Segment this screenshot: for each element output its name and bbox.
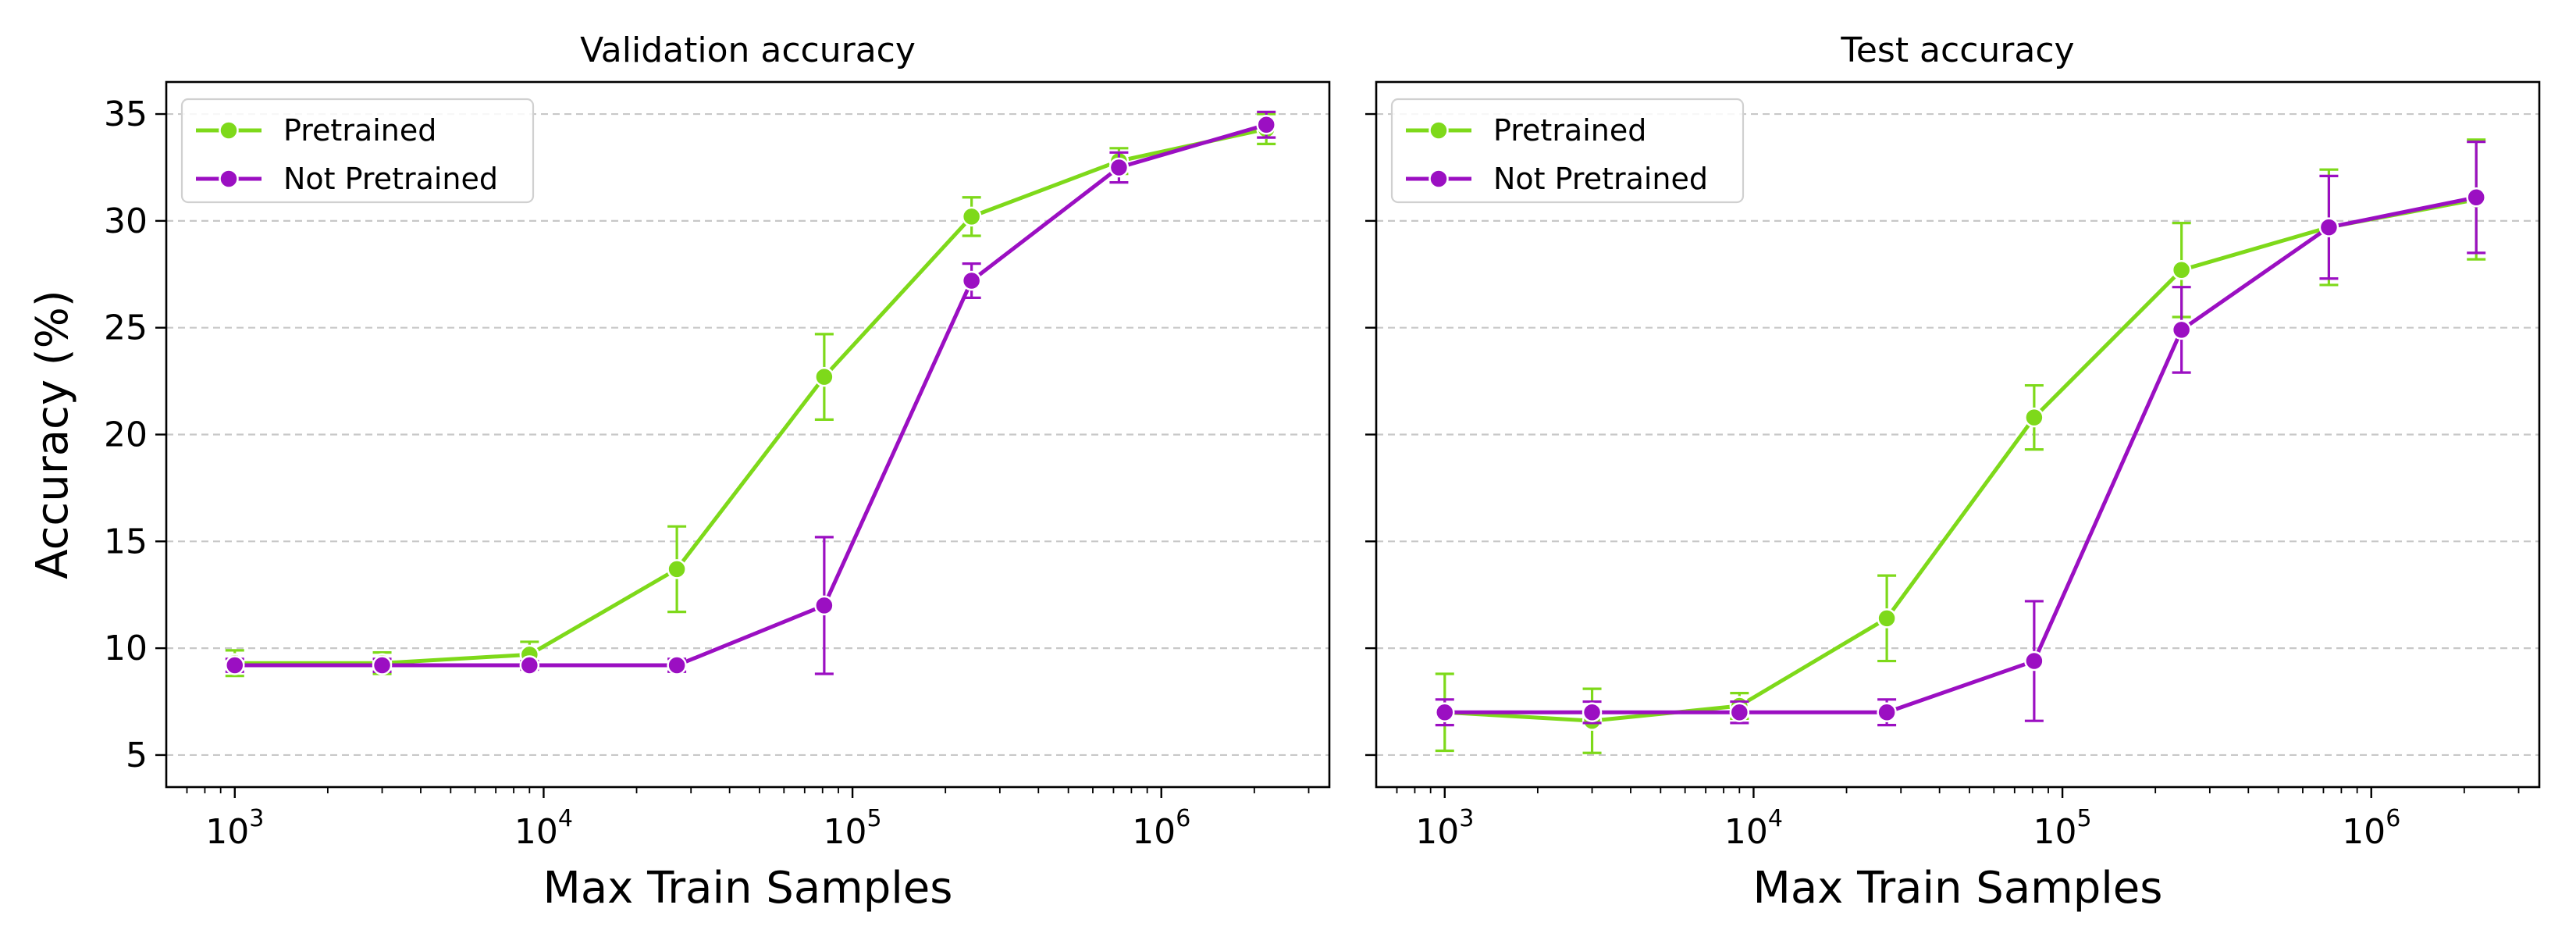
data-point xyxy=(1877,702,1897,722)
x-tick-exponent: 6 xyxy=(2386,805,2400,832)
legend-marker xyxy=(219,120,239,141)
y-tick-label: 15 xyxy=(104,522,148,561)
chart-title: Test accuracy xyxy=(1840,30,2074,70)
data-point xyxy=(519,655,540,675)
data-point xyxy=(1877,608,1897,629)
series-not-pretrained xyxy=(225,110,1276,675)
y-tick-label: 20 xyxy=(104,415,148,455)
x-axis-label: Max Train Samples xyxy=(1753,863,2163,914)
x-tick-exponent: 3 xyxy=(249,805,264,832)
axes-frame xyxy=(165,80,1331,789)
series-line xyxy=(1444,195,2477,714)
legend: Pretrained Not Pretrained xyxy=(180,98,535,204)
y-tick-label: 25 xyxy=(104,308,148,348)
x-tick-exponent: 4 xyxy=(1768,805,1783,832)
legend: Pretrained Not Pretrained xyxy=(1390,98,1745,204)
series-not-pretrained xyxy=(1435,141,2486,727)
series-line xyxy=(234,126,1267,665)
x-tick-label: 106 xyxy=(2342,805,2400,852)
x-tick-exponent: 4 xyxy=(558,805,573,832)
y-tick-label: 30 xyxy=(104,201,148,241)
x-tick-label: 104 xyxy=(514,805,573,852)
x-tick-base: 10 xyxy=(824,812,867,852)
x-tick-base: 10 xyxy=(1415,812,1459,852)
data-point xyxy=(667,655,687,675)
data-point xyxy=(1108,157,1130,178)
data-point xyxy=(961,206,982,227)
data-point xyxy=(1582,702,1603,722)
data-point xyxy=(667,559,687,579)
series-line xyxy=(234,123,1267,668)
x-tick-label: 106 xyxy=(1132,805,1190,852)
data-point xyxy=(1729,702,1750,722)
legend-label: Not Pretrained xyxy=(1493,162,1708,196)
x-tick-base: 10 xyxy=(2342,812,2386,852)
x-tick-base: 10 xyxy=(205,812,249,852)
x-tick-exponent: 6 xyxy=(1176,805,1190,832)
x-tick-base: 10 xyxy=(2033,812,2077,852)
x-tick-label: 105 xyxy=(2033,805,2092,852)
legend-marker xyxy=(219,169,239,189)
data-point xyxy=(1256,114,1276,135)
x-tick-exponent: 5 xyxy=(2077,805,2092,832)
x-tick-base: 10 xyxy=(514,812,558,852)
legend-label: Not Pretrained xyxy=(283,162,498,196)
data-point xyxy=(2171,260,2192,280)
y-axis-label: Accuracy (%) xyxy=(27,290,78,579)
x-tick-base: 10 xyxy=(1724,812,1768,852)
chart-title: Validation accuracy xyxy=(580,30,916,70)
data-point xyxy=(814,595,834,616)
x-tick-label: 105 xyxy=(824,805,882,852)
data-point xyxy=(2024,650,2044,672)
legend-label: Pretrained xyxy=(1493,113,1646,148)
legend-label: Pretrained xyxy=(283,113,436,148)
x-axis-label: Max Train Samples xyxy=(543,863,953,914)
data-point xyxy=(372,655,393,675)
data-point xyxy=(2318,217,2339,237)
x-tick-label: 103 xyxy=(205,805,264,852)
legend-box xyxy=(1390,98,1745,204)
data-point xyxy=(2171,319,2192,340)
y-tick-label: 5 xyxy=(126,736,148,775)
series-line xyxy=(1444,198,2477,723)
data-point xyxy=(225,655,245,675)
legend-marker xyxy=(1429,120,1449,141)
x-tick-exponent: 3 xyxy=(1459,805,1474,832)
data-point xyxy=(1435,702,1455,722)
legend-marker xyxy=(1429,169,1449,189)
x-tick-label: 104 xyxy=(1724,805,1783,852)
x-tick-label: 103 xyxy=(1415,805,1474,852)
x-tick-base: 10 xyxy=(1132,812,1176,852)
data-point xyxy=(814,366,834,387)
data-point xyxy=(2466,187,2486,208)
legend-box xyxy=(180,98,535,204)
y-tick-label: 35 xyxy=(104,94,148,134)
data-point xyxy=(2024,407,2044,428)
y-tick-label: 10 xyxy=(104,629,148,668)
axes-frame xyxy=(1375,80,2541,789)
x-tick-exponent: 5 xyxy=(867,805,882,832)
data-point xyxy=(961,270,982,291)
